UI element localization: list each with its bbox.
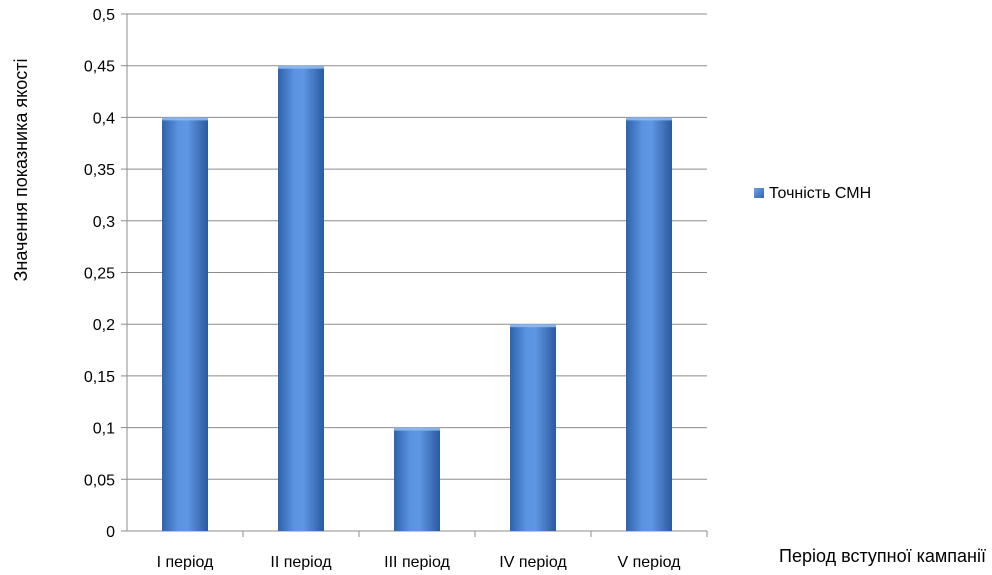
legend: Точність СМН [754,185,871,202]
bar-top-highlight [278,65,324,69]
y-tick-label: 0,2 [93,317,115,334]
y-tick-label: 0,05 [84,472,115,489]
tick-labels: 0 0,05 0,1 0,15 0,2 0,25 0,3 0,35 0,4 0,45 0,5 I пе… [84,7,681,571]
legend-swatch [754,188,764,198]
y-axis-label: Значення показника якості [11,59,31,282]
gridlines [127,13,707,480]
x-tick-label: III період [384,554,450,570]
y-tick-label: 0,25 [84,266,115,283]
y-tick-label: 0,35 [84,162,115,179]
bar-top-highlight [626,117,672,121]
y-tick-label: 0,5 [93,7,115,24]
legend-label: Точність СМН [769,185,871,202]
bar [626,117,672,532]
bar [510,324,556,531]
y-tick-label: 0 [106,524,115,541]
y-tick-label: 0,1 [93,421,115,438]
bar-top-highlight [162,117,208,121]
x-tick-label: II період [270,554,332,570]
x-axis-label: Період вступної кампанії [779,546,986,566]
bars [162,65,672,532]
x-tick-label: V період [617,554,681,570]
y-tick-label: 0,4 [93,110,115,127]
bar-top-highlight [510,324,556,328]
bar [394,427,440,531]
x-tick-label: I період [157,554,214,570]
bar [162,117,208,532]
y-tick-label: 0,3 [93,214,115,231]
y-tick-label: 0,15 [84,369,115,386]
x-tick-label: IV період [499,554,567,570]
y-tick-label: 0,45 [84,59,115,76]
bar-top-highlight [394,427,440,431]
bar [278,65,324,531]
